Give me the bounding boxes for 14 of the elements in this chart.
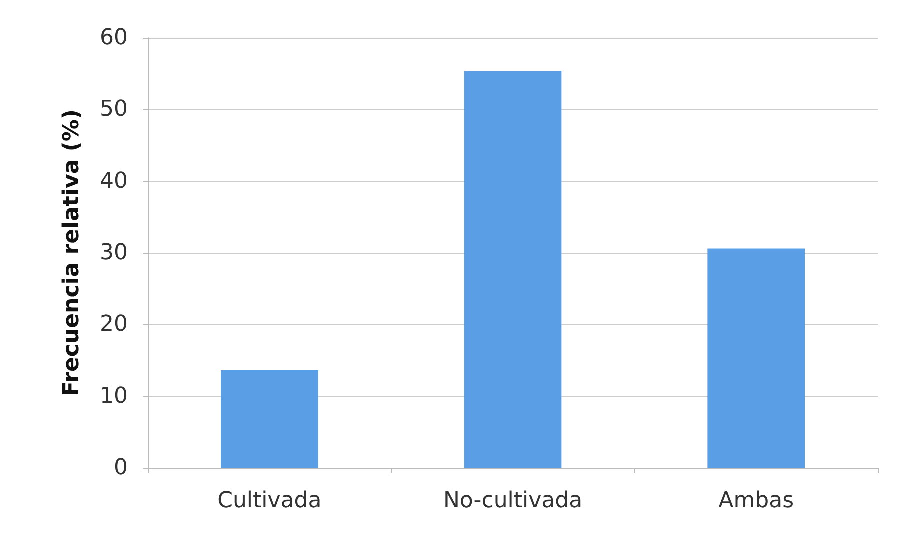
x-tick-label: Cultivada [218,488,322,514]
y-tick-label: 20 [100,312,128,338]
y-axis-title: Frecuencia relativa (%) [60,110,84,396]
y-tick-label: 30 [100,240,128,266]
x-tick-label: Ambas [718,488,794,514]
bar [221,370,318,468]
y-tick-label: 0 [114,456,128,480]
bar [708,248,805,468]
y-tick-label: 50 [100,97,128,122]
y-tick-label: 40 [100,168,128,194]
bar [464,70,562,468]
x-tick-label: No-cultivada [443,488,583,514]
y-tick-label: 60 [100,26,128,50]
y-tick-label: 10 [100,384,128,409]
